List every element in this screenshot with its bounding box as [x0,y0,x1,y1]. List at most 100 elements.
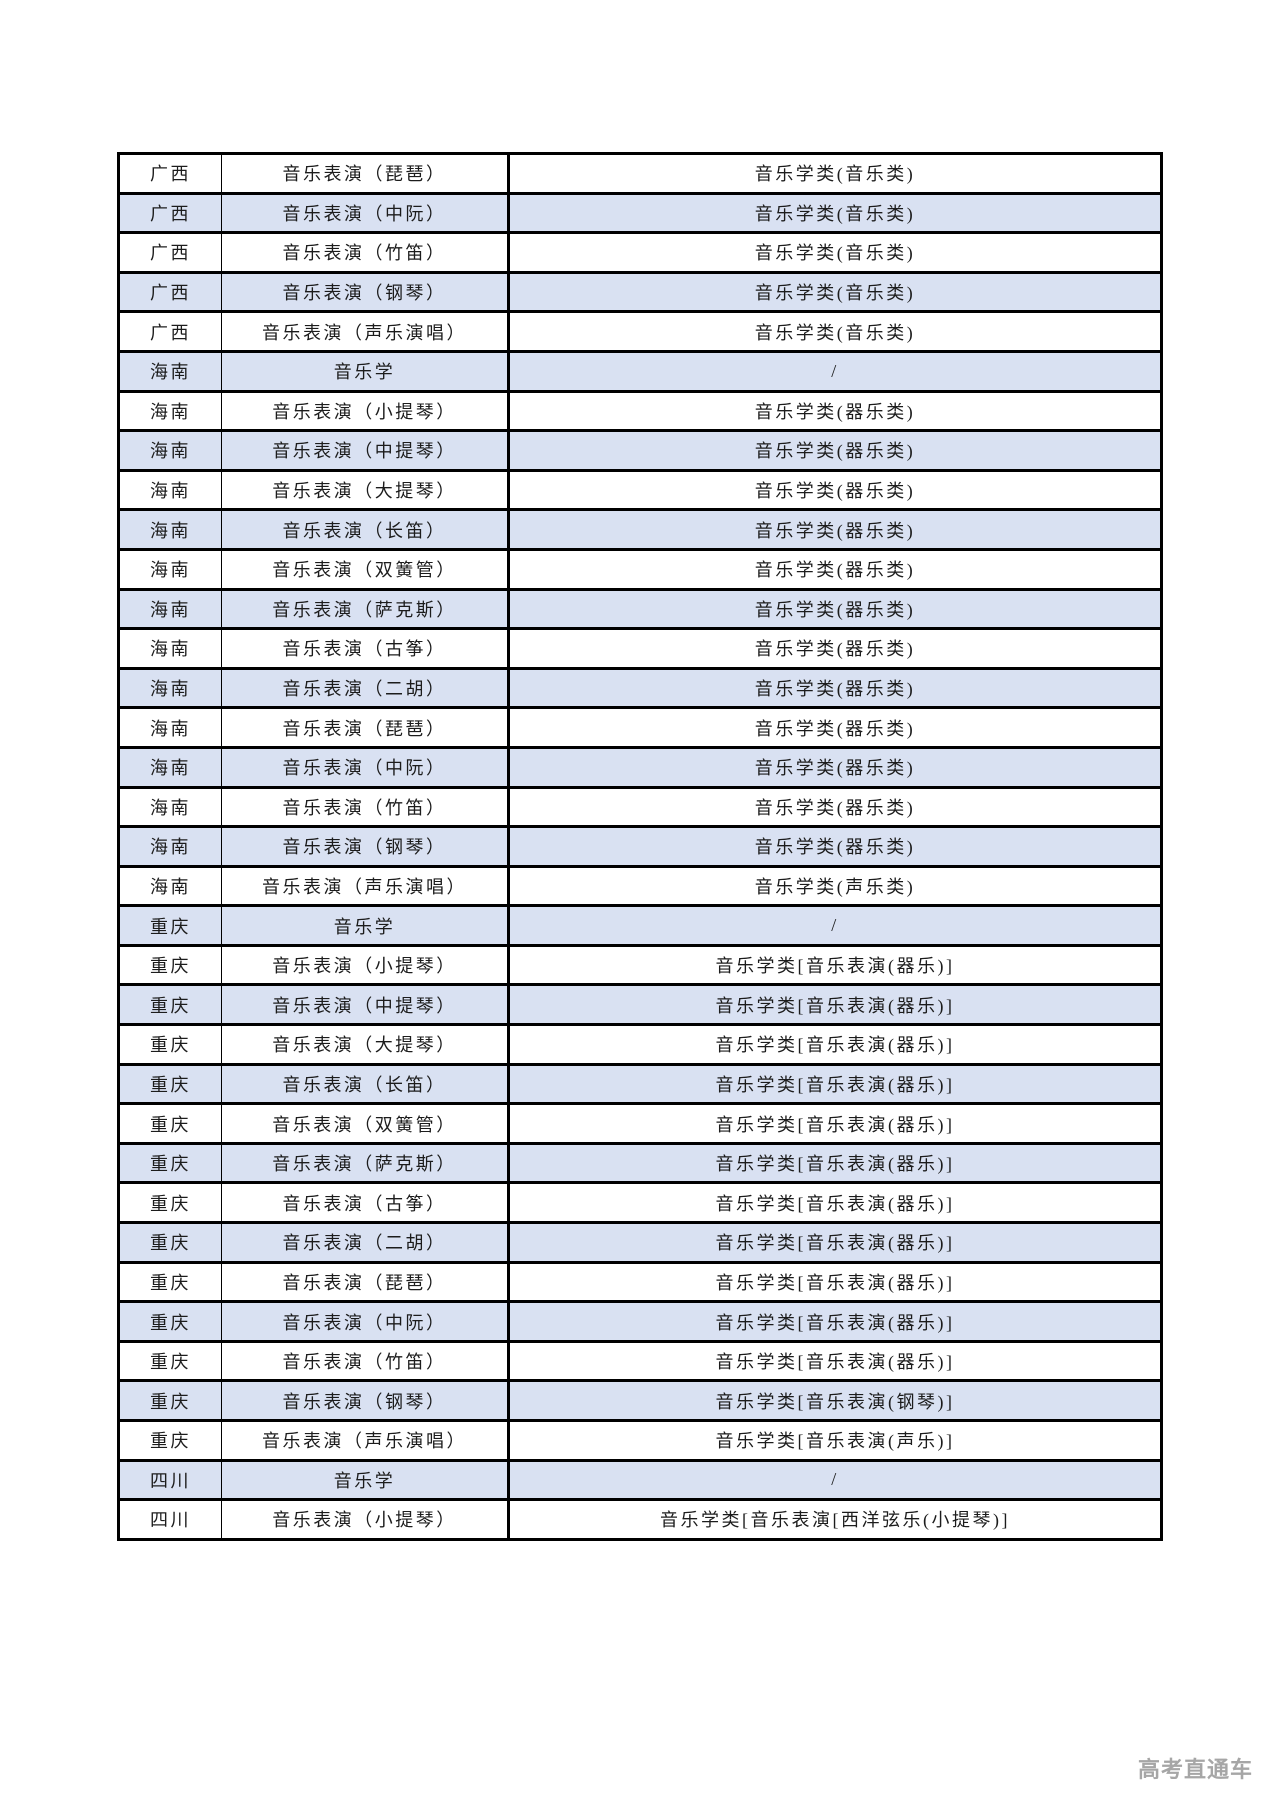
table-row: 重庆 音乐学 / [117,904,1163,947]
table-row: 广西 音乐表演（钢琴） 音乐学类(音乐类) [117,270,1163,314]
cell-category: 音乐学类(器乐类) [507,825,1163,868]
cell-program: 音乐表演（长笛） [221,1062,510,1106]
cell-province: 海南 [117,547,222,591]
cell-province: 海南 [117,627,222,670]
cell-program: 音乐学 [221,904,510,947]
cell-category: 音乐学类(器乐类) [507,429,1163,472]
cell-category: 音乐学类[音乐表演(器乐)] [507,943,1163,987]
cell-province: 海南 [117,745,222,789]
table-row: 四川 音乐学 / [117,1458,1163,1502]
table-row: 海南 音乐表演（大提琴） 音乐学类(器乐类) [117,468,1163,512]
cell-category: 音乐学类(声乐类) [507,864,1163,908]
table-row: 海南 音乐表演（中提琴） 音乐学类(器乐类) [117,429,1163,472]
table-row: 重庆 音乐表演（小提琴） 音乐学类[音乐表演(器乐)] [117,943,1163,987]
table-row: 重庆 音乐表演（长笛） 音乐学类[音乐表演(器乐)] [117,1062,1163,1106]
cell-program: 音乐表演（竹笛） [221,785,510,829]
cell-province: 四川 [117,1498,222,1541]
cell-category: 音乐学类(器乐类) [507,627,1163,670]
table-row: 四川 音乐表演（小提琴） 音乐学类[音乐表演[西洋弦乐(小提琴)] [117,1498,1163,1541]
cell-category: / [507,904,1163,947]
cell-category: / [507,349,1163,393]
cell-category: 音乐学类[音乐表演(器乐)] [507,1181,1163,1225]
watermark: 高考直通车 [1138,1757,1254,1782]
cell-province: 海南 [117,429,222,472]
cell-province: 四川 [117,1458,222,1502]
cell-province: 广西 [117,191,222,235]
cell-category: 音乐学类[音乐表演(器乐)] [507,1062,1163,1106]
cell-program: 音乐表演（声乐演唱） [221,1419,510,1462]
cell-category: 音乐学类[音乐表演(器乐)] [507,1221,1163,1264]
cell-program: 音乐表演（大提琴） [221,468,510,512]
cell-program: 音乐表演（中提琴） [221,429,510,472]
table-row: 广西 音乐表演（声乐演唱） 音乐学类(音乐类) [117,310,1163,353]
cell-province: 重庆 [117,1221,222,1264]
table-row: 重庆 音乐表演（双簧管） 音乐学类[音乐表演(器乐)] [117,1102,1163,1145]
cell-program: 音乐表演（声乐演唱） [221,864,510,908]
cell-program: 音乐表演（中阮） [221,745,510,789]
cell-category: 音乐学类(音乐类) [507,270,1163,314]
cell-program: 音乐表演（竹笛） [221,1339,510,1383]
cell-category: 音乐学类(器乐类) [507,508,1163,551]
cell-category: 音乐学类[音乐表演[西洋弦乐(小提琴)] [507,1498,1163,1541]
cell-category: 音乐学类(器乐类) [507,587,1163,631]
table-row: 海南 音乐表演（声乐演唱） 音乐学类(声乐类) [117,864,1163,908]
cell-category: 音乐学类(器乐类) [507,547,1163,591]
cell-province: 海南 [117,389,222,433]
cell-province: 广西 [117,231,222,274]
table-row: 重庆 音乐表演（琵琶） 音乐学类[音乐表演(器乐)] [117,1260,1163,1304]
cell-program: 音乐表演（双簧管） [221,1102,510,1145]
cell-program: 音乐学 [221,349,510,393]
cell-program: 音乐表演（萨克斯） [221,587,510,631]
cell-program: 音乐表演（琵琶） [221,706,510,749]
cell-program: 音乐表演（长笛） [221,508,510,551]
cell-category: 音乐学类(音乐类) [507,231,1163,274]
cell-program: 音乐表演（二胡） [221,1221,510,1264]
table-row: 重庆 音乐表演（古筝） 音乐学类[音乐表演(器乐)] [117,1181,1163,1225]
cell-program: 音乐表演（钢琴） [221,825,510,868]
cell-program: 音乐表演（中阮） [221,1300,510,1343]
cell-program: 音乐表演（古筝） [221,627,510,670]
cell-province: 广西 [117,310,222,353]
cell-category: 音乐学类[音乐表演(器乐)] [507,1300,1163,1343]
cell-program: 音乐表演（古筝） [221,1181,510,1225]
cell-province: 重庆 [117,1102,222,1145]
programs-table: 广西 音乐表演（琵琶） 音乐学类(音乐类) 广西 音乐表演（中阮） 音乐学类(音乐类) 广西… [117,152,1163,1541]
table-row: 海南 音乐表演（萨克斯） 音乐学类(器乐类) [117,587,1163,631]
cell-province: 重庆 [117,1023,222,1066]
cell-province: 重庆 [117,1339,222,1383]
cell-province: 海南 [117,864,222,908]
cell-category: 音乐学类(器乐类) [507,666,1163,710]
cell-category: 音乐学类[音乐表演(钢琴)] [507,1379,1163,1422]
cell-category: 音乐学类(音乐类) [507,310,1163,353]
cell-province: 海南 [117,468,222,512]
cell-category: 音乐学类(器乐类) [507,785,1163,829]
cell-province: 广西 [117,152,222,195]
programs-table-body: 广西 音乐表演（琵琶） 音乐学类(音乐类) 广西 音乐表演（中阮） 音乐学类(音乐类) 广西… [117,152,1163,1541]
cell-program: 音乐表演（大提琴） [221,1023,510,1066]
table-row: 海南 音乐表演（长笛） 音乐学类(器乐类) [117,508,1163,551]
cell-province: 重庆 [117,1181,222,1225]
table-row: 重庆 音乐表演（二胡） 音乐学类[音乐表演(器乐)] [117,1221,1163,1264]
cell-category: 音乐学类(器乐类) [507,706,1163,749]
table-row: 重庆 音乐表演（中阮） 音乐学类[音乐表演(器乐)] [117,1300,1163,1343]
table-row: 海南 音乐学 / [117,349,1163,393]
cell-category: 音乐学类(器乐类) [507,389,1163,433]
cell-category: 音乐学类(音乐类) [507,191,1163,235]
table-row: 广西 音乐表演（中阮） 音乐学类(音乐类) [117,191,1163,235]
cell-province: 海南 [117,825,222,868]
cell-province: 重庆 [117,1300,222,1343]
cell-program: 音乐表演（小提琴） [221,1498,510,1541]
cell-category: 音乐学类[音乐表演(器乐)] [507,983,1163,1027]
cell-category: 音乐学类(音乐类) [507,152,1163,195]
cell-category: / [507,1458,1163,1502]
cell-province: 海南 [117,785,222,829]
cell-program: 音乐表演（琵琶） [221,1260,510,1304]
table-row: 广西 音乐表演（竹笛） 音乐学类(音乐类) [117,231,1163,274]
table-row: 海南 音乐表演（古筝） 音乐学类(器乐类) [117,627,1163,670]
cell-category: 音乐学类[音乐表演(器乐)] [507,1260,1163,1304]
cell-province: 海南 [117,666,222,710]
cell-province: 重庆 [117,1062,222,1106]
table-row: 重庆 音乐表演（中提琴） 音乐学类[音乐表演(器乐)] [117,983,1163,1027]
cell-province: 重庆 [117,983,222,1027]
table-row: 海南 音乐表演（钢琴） 音乐学类(器乐类) [117,825,1163,868]
